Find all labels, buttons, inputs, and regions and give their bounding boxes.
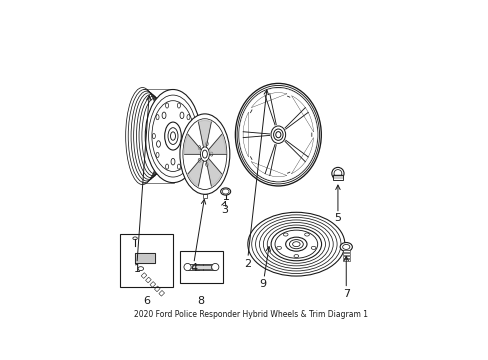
Ellipse shape — [145, 90, 200, 183]
Bar — [203, 264, 215, 270]
Bar — [342, 256, 349, 258]
Ellipse shape — [136, 254, 144, 262]
Text: 8: 8 — [197, 296, 204, 306]
Text: 3: 3 — [220, 204, 227, 215]
Polygon shape — [264, 94, 275, 124]
Ellipse shape — [340, 243, 352, 251]
Polygon shape — [281, 135, 313, 174]
Bar — [141, 273, 146, 278]
Text: 6: 6 — [143, 296, 150, 306]
Polygon shape — [281, 96, 313, 134]
Ellipse shape — [285, 237, 306, 251]
Text: 5: 5 — [334, 213, 341, 224]
Bar — [332, 175, 342, 180]
Polygon shape — [187, 159, 203, 186]
Ellipse shape — [270, 126, 285, 143]
Bar — [196, 264, 202, 270]
Bar — [191, 265, 211, 269]
Ellipse shape — [211, 264, 219, 271]
Text: 1: 1 — [133, 264, 140, 274]
Polygon shape — [251, 93, 286, 127]
Text: 7: 7 — [342, 288, 349, 298]
Polygon shape — [285, 141, 307, 162]
Ellipse shape — [183, 264, 191, 271]
Bar — [154, 286, 160, 292]
Ellipse shape — [270, 228, 321, 261]
Ellipse shape — [273, 129, 283, 140]
Polygon shape — [209, 134, 225, 154]
Bar — [342, 259, 349, 261]
Polygon shape — [183, 134, 200, 154]
Text: 2020 Ford Police Responder Hybrid Wheels & Trim Diagram 1: 2020 Ford Police Responder Hybrid Wheels… — [133, 310, 367, 319]
Polygon shape — [251, 142, 286, 177]
Polygon shape — [264, 145, 275, 175]
Ellipse shape — [220, 188, 230, 195]
Ellipse shape — [202, 150, 207, 158]
Ellipse shape — [247, 212, 344, 276]
Bar — [150, 282, 155, 287]
Text: 9: 9 — [259, 279, 265, 288]
Ellipse shape — [180, 114, 229, 194]
Ellipse shape — [200, 147, 209, 161]
Polygon shape — [198, 120, 211, 146]
Bar — [202, 194, 207, 198]
Bar — [342, 250, 349, 252]
Polygon shape — [285, 108, 307, 129]
Polygon shape — [135, 253, 154, 262]
Bar — [159, 291, 164, 296]
Polygon shape — [243, 132, 268, 138]
Bar — [145, 277, 151, 283]
Ellipse shape — [239, 88, 317, 181]
Bar — [187, 264, 198, 270]
Bar — [120, 234, 173, 287]
Ellipse shape — [275, 132, 280, 138]
Bar — [180, 251, 223, 283]
Text: 2: 2 — [244, 258, 251, 269]
Polygon shape — [243, 112, 270, 157]
Text: 4: 4 — [190, 263, 197, 273]
Polygon shape — [206, 159, 222, 186]
Bar — [342, 253, 349, 255]
Ellipse shape — [331, 167, 344, 180]
